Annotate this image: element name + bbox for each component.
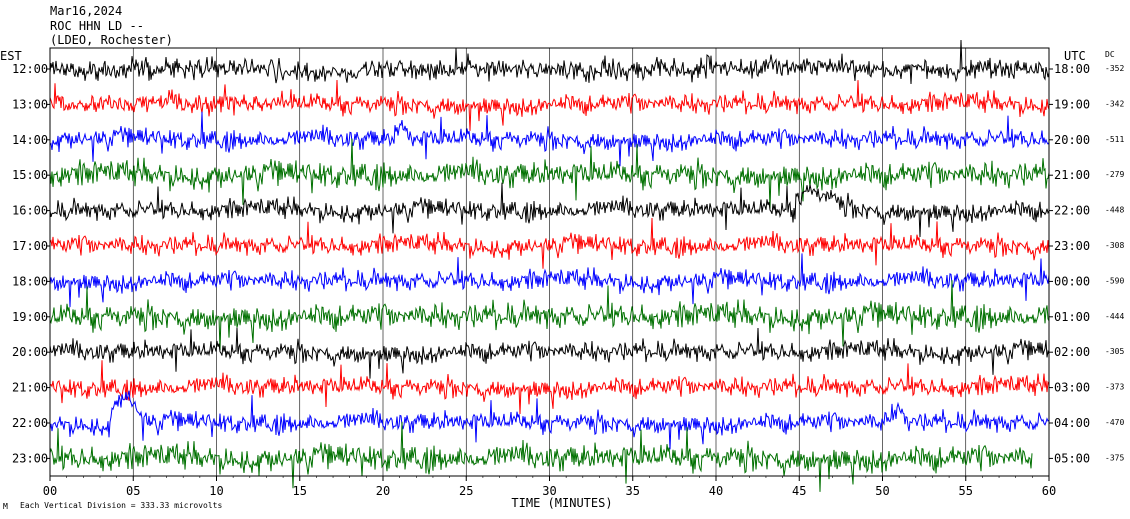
minute-grid	[132, 48, 967, 476]
x-tick-label: 00	[43, 484, 57, 498]
dc-axis-label: DC	[1105, 50, 1115, 59]
trace-line	[49, 421, 1033, 492]
est-hour-label: 17:00	[12, 239, 48, 253]
est-hour-label: 20:00	[12, 345, 48, 359]
x-tick-label: 10	[209, 484, 223, 498]
trace-line	[49, 39, 1050, 85]
utc-hour-label: 02:00	[1054, 345, 1090, 359]
trace-line	[49, 253, 1050, 308]
x-tick-label: 50	[875, 484, 889, 498]
utc-axis-label: UTC	[1064, 49, 1086, 63]
dc-offset-label: -448	[1105, 206, 1124, 215]
trace-line	[49, 390, 1050, 450]
dc-offset-label: -279	[1105, 170, 1124, 179]
x-tick-label: 15	[293, 484, 307, 498]
dc-offset-label: -511	[1105, 135, 1124, 144]
dc-offset-label: -342	[1105, 99, 1124, 108]
est-hour-label: 18:00	[12, 274, 48, 288]
utc-hour-label: 19:00	[1054, 97, 1090, 111]
date-label: Mar16,2024	[50, 4, 123, 18]
dc-offset-label: -375	[1105, 453, 1124, 462]
utc-hour-label: 05:00	[1054, 451, 1090, 465]
dc-offset-label: -305	[1105, 347, 1124, 356]
trace-line	[49, 327, 1050, 379]
utc-hour-label: 21:00	[1054, 168, 1090, 182]
est-hour-label: 14:00	[12, 133, 48, 147]
utc-hour-label: 22:00	[1054, 204, 1090, 218]
dc-offset-label: -373	[1105, 383, 1124, 392]
dc-offset-label: -470	[1105, 418, 1124, 427]
x-tick-label: 40	[709, 484, 723, 498]
x-tick-label: 55	[959, 484, 973, 498]
trace-line	[49, 138, 1050, 209]
est-hour-label: 12:00	[12, 62, 48, 76]
est-hour-label: 13:00	[12, 97, 48, 111]
dc-offset-label: -590	[1105, 276, 1124, 285]
utc-hour-label: 18:00	[1054, 62, 1090, 76]
utc-hour-label: 20:00	[1054, 133, 1090, 147]
est-hour-label: 16:00	[12, 204, 48, 218]
utc-hour-label: 04:00	[1054, 416, 1090, 430]
scale-note-marker: M	[3, 502, 8, 511]
x-tick-label: 60	[1042, 484, 1056, 498]
utc-hour-label: 00:00	[1054, 274, 1090, 288]
utc-hour-label: 01:00	[1054, 310, 1090, 324]
station-label: ROC HHN LD --	[50, 19, 144, 33]
trace-line	[49, 360, 1050, 415]
axes: 00 05 10 15 20 25 30 35 40 45 50 55 60 12:00 18:00 -352…	[12, 62, 1124, 498]
seismic-traces	[49, 39, 1050, 492]
dc-offset-label: -352	[1105, 64, 1124, 73]
dc-offset-label: -308	[1105, 241, 1124, 250]
trace-line	[49, 217, 1050, 269]
dc-offset-label: -444	[1105, 312, 1124, 321]
x-tick-label: 35	[626, 484, 640, 498]
scale-note: Each Vertical Division = 333.33 microvol…	[20, 501, 222, 510]
x-tick-label: 05	[126, 484, 140, 498]
network-label: (LDEO, Rochester)	[50, 33, 173, 47]
x-tick-label: 25	[459, 484, 473, 498]
est-hour-label: 19:00	[12, 310, 48, 324]
trace-line	[49, 280, 1050, 351]
utc-hour-label: 23:00	[1054, 239, 1090, 253]
trace-line	[49, 111, 1050, 167]
x-axis-label: TIME (MINUTES)	[511, 496, 612, 510]
trace-line	[49, 79, 1050, 131]
est-hour-label: 22:00	[12, 416, 48, 430]
x-tick-label: 45	[792, 484, 806, 498]
trace-line	[49, 182, 1050, 238]
x-tick-label: 30	[542, 484, 556, 498]
est-hour-label: 23:00	[12, 451, 48, 465]
est-hour-label: 15:00	[12, 168, 48, 182]
x-tick-label: 20	[376, 484, 390, 498]
est-hour-label: 21:00	[12, 381, 48, 395]
est-axis-label: EST	[0, 49, 22, 63]
utc-hour-label: 03:00	[1054, 381, 1090, 395]
